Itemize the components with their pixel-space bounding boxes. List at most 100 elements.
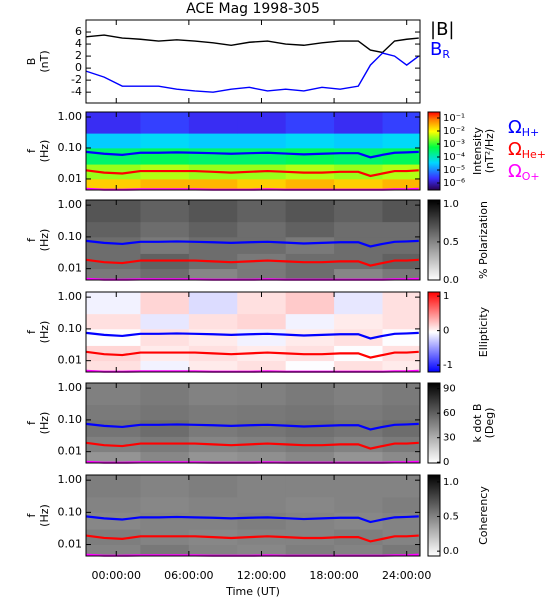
colorbar-tick-label: 0 — [443, 326, 449, 337]
heatmap-cell — [334, 200, 383, 223]
series-line — [85, 34, 419, 54]
colorbar-label: (Deg) — [483, 408, 496, 439]
colorbar — [427, 291, 441, 373]
heatmap-cell — [382, 404, 421, 421]
heatmap-cell — [188, 475, 238, 498]
heatmap-cell — [86, 164, 141, 180]
colorbar-tick-label: 0 — [443, 457, 449, 468]
colorbar-label: % Polarization — [477, 201, 490, 279]
heatmap-cell — [334, 292, 383, 315]
heatmap-cell — [382, 178, 421, 191]
y-axis-label: (Hz) — [38, 412, 51, 435]
heatmap-cell — [86, 328, 141, 346]
heatmap-cell — [334, 221, 383, 238]
colorbar-label: Ellipticity — [477, 306, 490, 357]
heatmap-cell — [285, 292, 335, 315]
heatmap-cell — [285, 112, 335, 134]
y-tick-label: 0 — [75, 61, 82, 74]
colorbar-tick-label: 90 — [443, 384, 456, 395]
y-axis-label: f — [25, 237, 38, 242]
heatmap-cell — [237, 404, 287, 421]
heatmap-cell — [382, 133, 421, 149]
heatmap-cell — [140, 236, 190, 254]
gyrofrequency-line — [85, 331, 419, 340]
heatmap-cell — [86, 292, 141, 315]
heatmap-cell — [237, 475, 287, 498]
heatmap-cell — [382, 451, 421, 464]
gyrofrequency-line — [85, 422, 419, 431]
heatmap-cell — [188, 200, 238, 223]
legend-label: ΩHe+ — [508, 139, 546, 161]
heatmap-cell — [188, 147, 238, 165]
heatmap-cell — [237, 360, 287, 373]
heatmap-cell — [140, 268, 190, 281]
heatmap-cell — [334, 475, 383, 498]
colorbar-label: k dot B — [471, 404, 484, 443]
heatmap-cell — [140, 383, 190, 406]
y-axis-label: f — [25, 420, 38, 425]
x-axis-label: Time (UT) — [225, 585, 280, 598]
heatmap-cell — [382, 236, 421, 254]
heatmap-cell — [382, 328, 421, 346]
heatmap-cell — [237, 451, 287, 464]
y-tick-label: 1.00 — [58, 198, 83, 211]
gyrofrequency-line — [85, 441, 419, 450]
heatmap-cell — [140, 544, 190, 557]
colorbar-tick-label: 1 — [443, 291, 449, 302]
heatmap-cell — [188, 292, 238, 315]
heatmap-cell — [285, 383, 335, 406]
heatmap-cell — [285, 544, 335, 557]
heatmap-cell — [237, 313, 287, 330]
plot-frame — [85, 474, 421, 557]
y-tick-label: 0.01 — [58, 262, 83, 275]
heatmap-cell — [237, 200, 287, 223]
heatmap-cell — [86, 404, 141, 421]
heatmap-cell — [140, 221, 190, 238]
colorbar-tick-label: 1.0 — [443, 477, 459, 488]
heatmap-cell — [188, 497, 238, 513]
heatmap-cell — [188, 221, 238, 238]
x-tick-label: 18:00:00 — [309, 569, 358, 582]
colorbar-tick-label: 30 — [443, 433, 456, 444]
colorbar-label: Coherency — [477, 486, 490, 545]
heatmap-cell — [382, 268, 421, 281]
heatmap-cell — [237, 268, 287, 281]
heatmap-cell — [285, 328, 335, 346]
x-tick-label: 06:00:00 — [164, 569, 213, 582]
heatmap-cell — [237, 133, 287, 149]
heatmap-cell — [86, 313, 141, 330]
plot-frame — [85, 199, 421, 281]
heatmap-cell — [140, 313, 190, 330]
y-axis-label: B — [25, 58, 38, 66]
heatmap-cell — [285, 236, 335, 254]
colorbar — [427, 199, 441, 281]
heatmap-cell — [382, 112, 421, 134]
heatmap-cell — [188, 313, 238, 330]
colorbar-tick-label: 10⁻⁵ — [443, 165, 465, 176]
gyrofrequency-line — [85, 150, 419, 159]
colorbar-tick-label: 10⁻⁶ — [443, 178, 465, 189]
plot-frame — [85, 19, 421, 104]
heatmap-cell — [237, 383, 287, 406]
y-axis-label: (Hz) — [38, 229, 51, 252]
heatmap-cell — [382, 313, 421, 330]
plot-frame — [85, 291, 421, 373]
heatmap-cell — [285, 512, 335, 530]
plot-frame — [85, 111, 421, 191]
heatmap-cell — [188, 512, 238, 530]
x-tick-label: 24:00:00 — [382, 569, 431, 582]
heatmap-cell — [334, 133, 383, 149]
series-line — [85, 52, 420, 93]
heatmap-cell — [140, 512, 190, 530]
heatmap-cell — [188, 451, 238, 464]
y-tick-label: -4 — [71, 85, 82, 98]
colorbar-tick-label: 10⁻¹ — [443, 113, 465, 124]
heatmap-cell — [237, 147, 287, 165]
heatmap-cell — [237, 512, 287, 530]
heatmap-cell — [86, 236, 141, 254]
heatmap-cell — [86, 221, 141, 238]
plot-frame — [85, 382, 421, 464]
heatmap-cell — [285, 360, 335, 373]
heatmap-cell — [86, 200, 141, 223]
